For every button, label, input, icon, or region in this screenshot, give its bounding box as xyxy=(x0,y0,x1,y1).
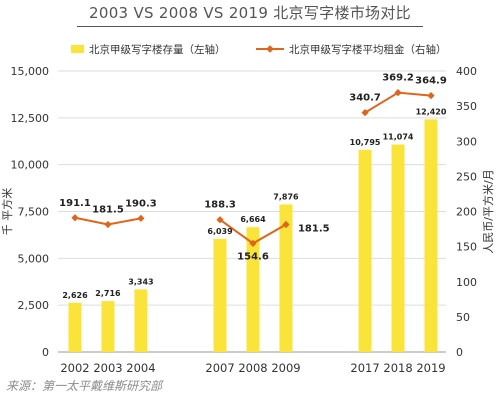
x-tick-label: 2007 xyxy=(205,361,234,375)
right-tick-label: 350 xyxy=(456,100,477,113)
right-tick-label: 300 xyxy=(456,135,477,148)
legend-line-label: 北京甲级写字楼平均租金（右轴） xyxy=(289,43,447,56)
right-tick-label: 0 xyxy=(456,346,463,359)
bar-value-label: 7,876 xyxy=(273,192,299,201)
bar xyxy=(424,119,438,352)
left-tick-label: 5,000 xyxy=(18,252,50,265)
bar-value-label: 6,664 xyxy=(240,215,266,224)
line-point xyxy=(427,92,435,100)
line-point xyxy=(104,220,112,229)
bar xyxy=(358,149,372,352)
left-tick-label: 15,000 xyxy=(11,65,50,78)
legend-line-marker xyxy=(266,45,274,53)
line-value-label: 340.7 xyxy=(349,93,381,104)
bar xyxy=(101,301,115,352)
bar-value-label: 2,716 xyxy=(95,289,121,298)
x-tick-label: 2008 xyxy=(238,361,267,375)
left-tick-label: 7,500 xyxy=(18,206,50,219)
legend: 北京甲级写字楼存量（左轴） 北京甲级写字楼平均租金（右轴） xyxy=(71,43,447,56)
left-axis-title: 千 平方米 xyxy=(0,188,14,236)
x-tick-label: 2004 xyxy=(126,361,155,375)
line-point xyxy=(249,239,257,247)
right-tick-label: 250 xyxy=(456,170,477,183)
bar-series xyxy=(68,119,438,352)
bar xyxy=(391,144,405,352)
left-tick-label: 10,000 xyxy=(11,159,50,172)
left-tick-label: 0 xyxy=(42,346,49,359)
bar xyxy=(213,238,227,352)
data-labels: 2,626 2,716 3,343 6,039 6,664 7,876 10,79511,0… xyxy=(59,73,447,300)
legend-bar-label: 北京甲级写字楼存量（左轴） xyxy=(89,43,226,56)
line-point xyxy=(394,89,402,97)
line-value-label: 190.3 xyxy=(125,198,157,209)
bar xyxy=(246,227,260,352)
line-point xyxy=(216,216,224,224)
right-tick-label: 200 xyxy=(456,206,477,219)
bar-value-label: 11,074 xyxy=(383,133,414,142)
bar xyxy=(279,204,293,352)
right-tick-label: 100 xyxy=(456,276,477,289)
left-tick-label: 12,500 xyxy=(11,112,50,125)
legend-bar-swatch xyxy=(71,45,84,53)
x-tick-label: 2009 xyxy=(271,361,300,375)
right-axis-title: 人民币/平方米/月 xyxy=(481,169,495,253)
bar-value-label: 12,420 xyxy=(416,107,447,116)
x-tick-label: 2018 xyxy=(383,361,412,375)
source-note: 来源：第一太平戴维斯研究部 xyxy=(6,379,163,393)
line-point xyxy=(282,220,290,229)
bar-value-label: 3,343 xyxy=(128,277,153,286)
bar-value-label: 10,795 xyxy=(350,138,381,147)
line-value-label: 181.5 xyxy=(298,223,330,234)
line-value-label: 188.3 xyxy=(204,200,236,211)
x-tick-label: 2002 xyxy=(60,361,89,375)
line-value-label: 364.9 xyxy=(415,76,447,87)
line-value-label: 181.5 xyxy=(92,204,124,215)
chart-title-wrap: 2003 VS 2008 VS 2019 北京写字楼市场对比 xyxy=(0,0,500,27)
bar-value-label: 6,039 xyxy=(207,227,233,236)
bar xyxy=(68,302,82,352)
line-point xyxy=(361,109,369,117)
right-tick-label: 50 xyxy=(456,311,470,324)
line-value-label: 369.2 xyxy=(382,73,414,84)
line-series xyxy=(71,89,435,247)
axes: 0 2,500 5,000 7,500 10,000 12,500 15,000 0 50 100… xyxy=(0,65,495,375)
line-point xyxy=(71,214,79,222)
line-value-label: 191.1 xyxy=(59,198,91,209)
line-point xyxy=(137,214,145,222)
bar xyxy=(134,289,148,352)
x-tick-label: 2019 xyxy=(416,361,445,375)
left-tick-label: 2,500 xyxy=(18,299,50,312)
line-value-label: 154.6 xyxy=(237,251,269,262)
x-tick-label: 2003 xyxy=(93,361,122,375)
chart-title: 2003 VS 2008 VS 2019 北京写字楼市场对比 xyxy=(77,0,423,27)
right-tick-label: 150 xyxy=(456,241,477,254)
bar-value-label: 2,626 xyxy=(62,291,88,300)
x-tick-label: 2017 xyxy=(350,361,379,375)
right-tick-label: 400 xyxy=(456,65,477,78)
